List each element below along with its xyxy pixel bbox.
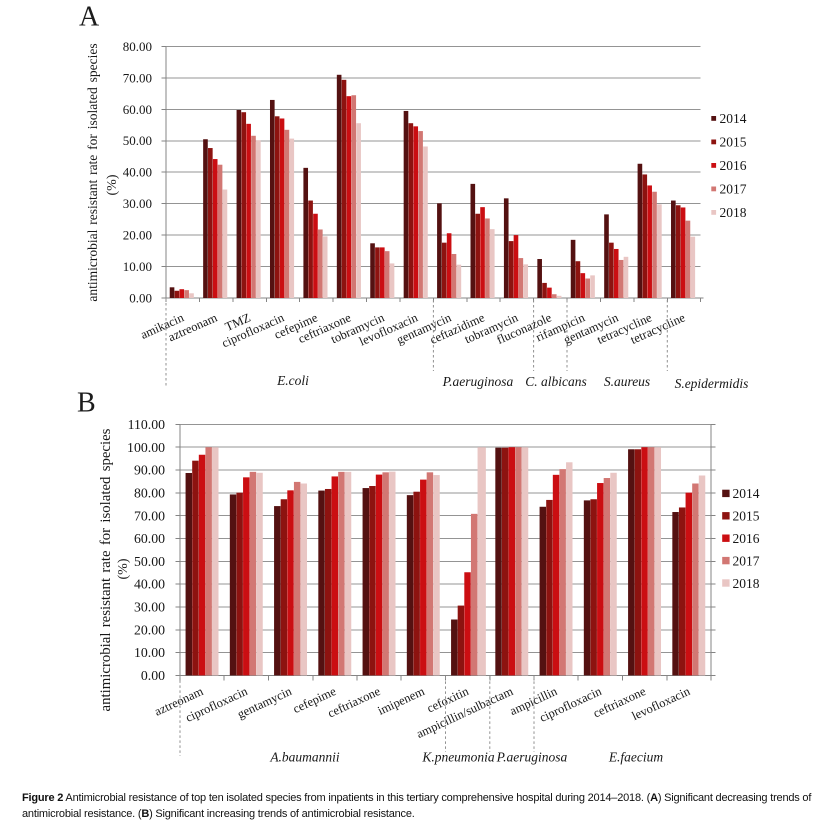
svg-text:2015: 2015 <box>733 509 760 524</box>
svg-text:2017: 2017 <box>733 553 760 568</box>
svg-text:P.aeruginosa: P.aeruginosa <box>496 750 568 765</box>
svg-text:(%): (%) <box>105 174 120 195</box>
svg-text:90.00: 90.00 <box>134 463 165 478</box>
svg-text:60.00: 60.00 <box>123 102 152 117</box>
svg-text:2017: 2017 <box>720 182 747 197</box>
svg-text:40.00: 40.00 <box>123 165 152 180</box>
svg-text:A: A <box>79 2 100 33</box>
svg-text:2014: 2014 <box>733 486 760 501</box>
svg-text:antimicrobial resistant rate: antimicrobial resistant rate for isolate… <box>98 428 114 711</box>
svg-text:70.00: 70.00 <box>123 70 152 85</box>
svg-text:S.epidermidis: S.epidermidis <box>675 376 749 391</box>
svg-text:110.00: 110.00 <box>128 417 166 432</box>
svg-text:50.00: 50.00 <box>123 133 152 148</box>
svg-text:0.00: 0.00 <box>129 290 152 305</box>
svg-text:60.00: 60.00 <box>134 531 165 546</box>
svg-text:10.00: 10.00 <box>123 259 152 274</box>
svg-text:70.00: 70.00 <box>134 508 165 523</box>
svg-text:C. albicans: C. albicans <box>525 374 587 389</box>
svg-text:0.00: 0.00 <box>141 668 165 683</box>
svg-text:20.00: 20.00 <box>134 622 165 637</box>
svg-text:2015: 2015 <box>720 135 747 150</box>
svg-text:K.pneumonia: K.pneumonia <box>421 750 495 765</box>
svg-text:2016: 2016 <box>733 531 760 546</box>
svg-text:E.coli: E.coli <box>276 373 309 388</box>
svg-text:P.aeruginosa: P.aeruginosa <box>442 374 514 389</box>
svg-text:20.00: 20.00 <box>123 228 152 243</box>
svg-text:2016: 2016 <box>720 158 747 173</box>
svg-text:S.aureus: S.aureus <box>604 374 650 389</box>
svg-text:2018: 2018 <box>733 576 760 591</box>
svg-text:2018: 2018 <box>720 205 747 220</box>
svg-text:50.00: 50.00 <box>134 554 165 569</box>
svg-text:80.00: 80.00 <box>134 486 165 501</box>
svg-text:(%): (%) <box>116 558 131 579</box>
svg-text:80.00: 80.00 <box>123 39 152 54</box>
svg-text:10.00: 10.00 <box>134 645 165 660</box>
svg-text:100.00: 100.00 <box>127 440 165 455</box>
svg-text:30.00: 30.00 <box>123 196 152 211</box>
svg-text:2014: 2014 <box>720 111 747 126</box>
svg-text:A.baumannii: A.baumannii <box>269 750 340 765</box>
svg-text:30.00: 30.00 <box>134 600 165 615</box>
svg-text:B: B <box>77 388 96 419</box>
svg-text:E.faecium: E.faecium <box>608 750 664 765</box>
svg-text:40.00: 40.00 <box>134 577 165 592</box>
svg-text:antimicrobial resistant rate: antimicrobial resistant rate for isolate… <box>85 43 100 301</box>
